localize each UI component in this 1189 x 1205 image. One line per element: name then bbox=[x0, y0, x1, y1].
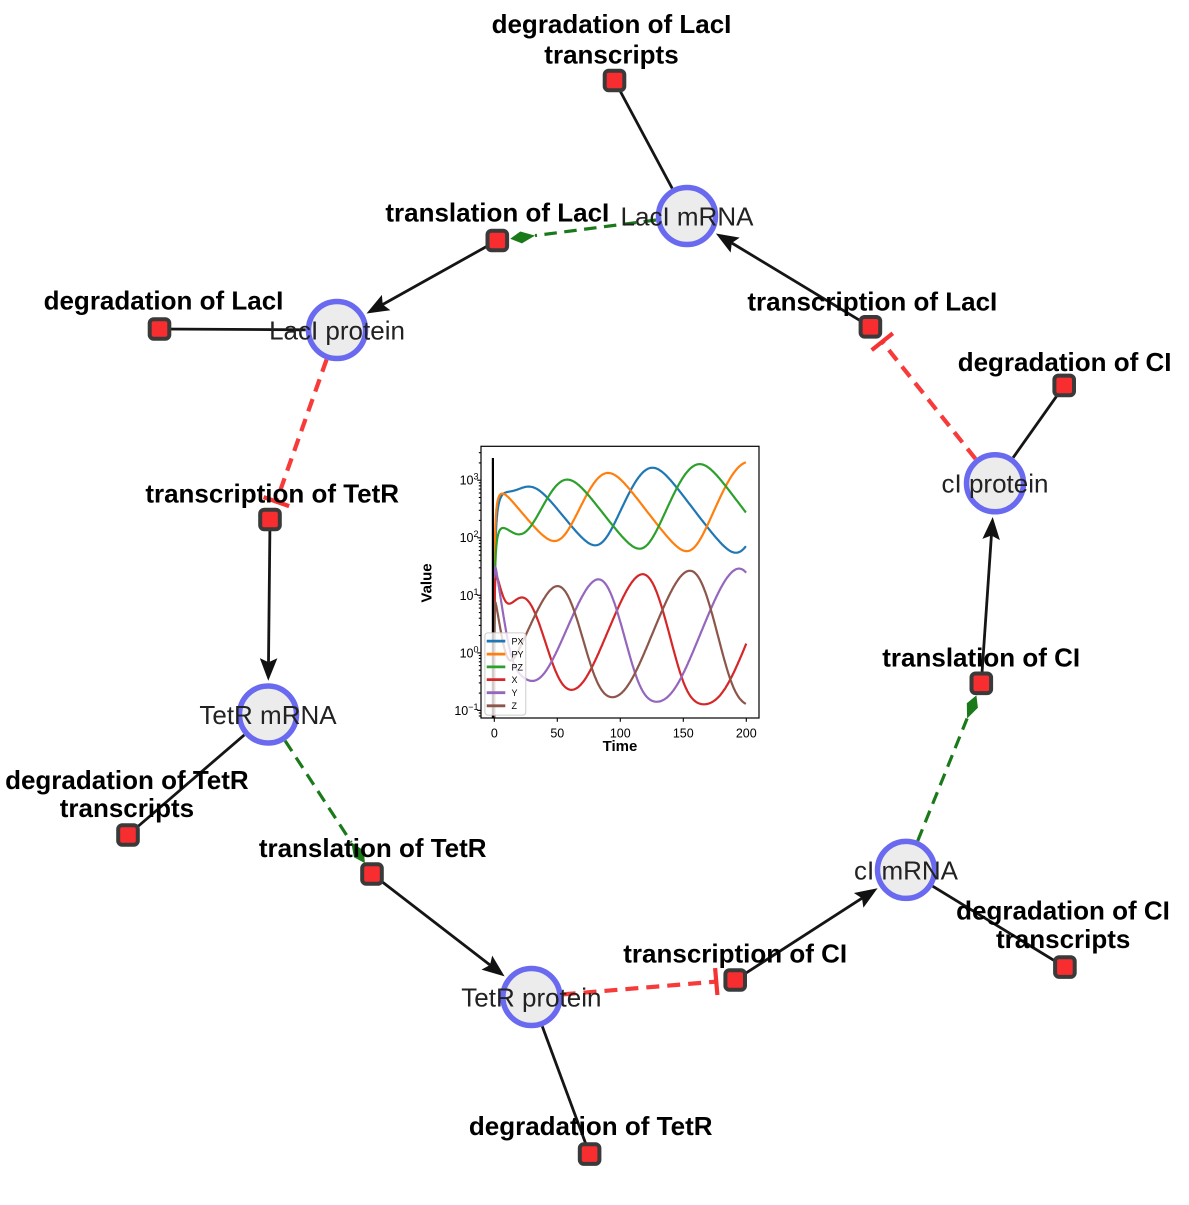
svg-text:cI protein: cI protein bbox=[942, 469, 1049, 499]
svg-text:TetR mRNA: TetR mRNA bbox=[199, 700, 337, 730]
svg-text:degradation of LacI: degradation of LacI bbox=[492, 9, 732, 39]
svg-text:translation of TetR: translation of TetR bbox=[259, 833, 487, 863]
svg-text:Value: Value bbox=[419, 563, 436, 602]
svg-text:0: 0 bbox=[491, 727, 498, 741]
svg-text:200: 200 bbox=[736, 727, 757, 741]
svg-text:transcription of TetR: transcription of TetR bbox=[145, 479, 399, 509]
svg-text:transcription of CI: transcription of CI bbox=[623, 939, 847, 969]
svg-text:50: 50 bbox=[550, 727, 564, 741]
svg-text:X: X bbox=[512, 675, 518, 685]
svg-text:transcripts: transcripts bbox=[996, 924, 1130, 954]
svg-text:150: 150 bbox=[673, 727, 694, 741]
svg-text:degradation of TetR: degradation of TetR bbox=[469, 1111, 713, 1141]
svg-text:transcripts: transcripts bbox=[544, 40, 678, 70]
svg-text:transcription of LacI: transcription of LacI bbox=[747, 286, 997, 316]
svg-text:TetR protein: TetR protein bbox=[461, 983, 601, 1013]
svg-text:PX: PX bbox=[512, 637, 524, 647]
svg-text:cI mRNA: cI mRNA bbox=[854, 856, 959, 886]
svg-text:100: 100 bbox=[610, 727, 631, 741]
svg-text:Time: Time bbox=[603, 738, 638, 755]
svg-text:PY: PY bbox=[512, 650, 524, 660]
svg-text:translation of CI: translation of CI bbox=[882, 642, 1080, 672]
svg-text:degradation of TetR: degradation of TetR bbox=[5, 765, 249, 795]
svg-text:degradation of LacI: degradation of LacI bbox=[44, 286, 284, 316]
svg-text:Z: Z bbox=[512, 701, 518, 711]
svg-text:degradation of CI: degradation of CI bbox=[958, 347, 1172, 377]
svg-text:PZ: PZ bbox=[512, 662, 524, 672]
svg-text:transcripts: transcripts bbox=[60, 793, 194, 823]
svg-text:Y: Y bbox=[512, 688, 518, 698]
svg-text:translation of LacI: translation of LacI bbox=[385, 198, 609, 228]
svg-text:degradation of CI: degradation of CI bbox=[956, 895, 1170, 925]
svg-text:LacI protein: LacI protein bbox=[269, 316, 405, 346]
svg-text:LacI mRNA: LacI mRNA bbox=[621, 202, 755, 232]
